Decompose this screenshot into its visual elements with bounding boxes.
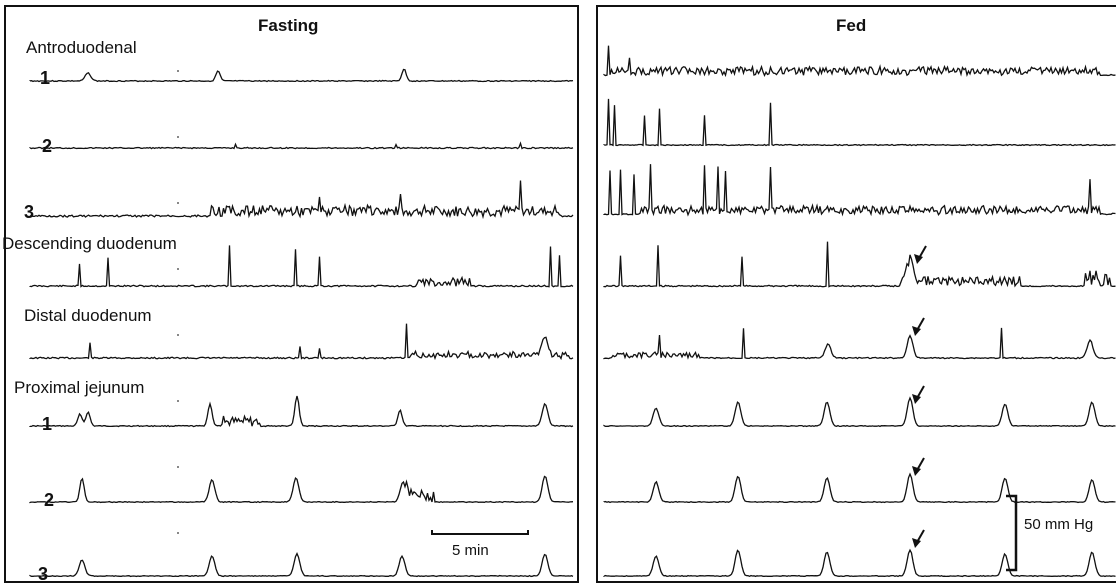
fed-arrow-head-3	[912, 394, 921, 404]
channel-number-jejunum-1: 1	[42, 414, 53, 434]
fed-antro-2-trace	[603, 98, 1116, 147]
channel-number-antro-1: 1	[40, 68, 51, 88]
fasting-panel	[4, 5, 579, 583]
fed-title: Fed	[836, 16, 867, 35]
fed-antro-3-trace	[603, 164, 1116, 217]
pressure-scale-label: 50 mm Hg	[1024, 516, 1094, 533]
time-scale-bar	[431, 530, 529, 535]
fed-arrow-head-1	[914, 254, 923, 264]
fed-arrow-head-2	[912, 326, 921, 336]
fasting-antro-1-trace	[29, 68, 574, 83]
fed-antro-1-trace	[603, 45, 1116, 78]
fasting-antro-2-trace	[29, 141, 574, 150]
fasting-jejunum-2-trace	[29, 475, 574, 504]
fasting-jejunum-3-trace	[29, 552, 574, 578]
antroduodenal-label: Antroduodenal	[26, 38, 137, 57]
fasting-distal-trace	[29, 323, 574, 361]
pressure-scale-bar	[1006, 494, 1018, 572]
fed-jejunum-1-trace	[603, 396, 1116, 428]
fed-arrow-head-4	[912, 466, 921, 476]
channel-number-antro-2: 2	[42, 136, 53, 156]
fed-descending-trace	[603, 241, 1116, 288]
fed-jejunum-2-trace	[603, 472, 1116, 504]
fed-distal-trace	[603, 327, 1116, 360]
fasting-descending-trace	[29, 245, 574, 288]
channel-number-antro-3: 3	[24, 202, 35, 222]
channel-number-jejunum-2: 2	[44, 490, 55, 510]
channel-number-jejunum-3: 3	[38, 564, 49, 584]
fed-panel	[596, 5, 1116, 583]
fed-arrow-head-5	[912, 538, 921, 548]
fasting-antro-3-trace	[29, 180, 574, 220]
time-scale-label: 5 min	[452, 542, 489, 559]
descending-duodenum-label: Descending duodenum	[2, 234, 177, 253]
distal-duodenum-label: Distal duodenum	[24, 306, 152, 325]
proximal-jejunum-label: Proximal jejunum	[14, 378, 145, 397]
fasting-jejunum-1-trace	[29, 395, 574, 428]
fed-jejunum-3-trace	[603, 548, 1116, 578]
fasting-title: Fasting	[258, 16, 319, 35]
